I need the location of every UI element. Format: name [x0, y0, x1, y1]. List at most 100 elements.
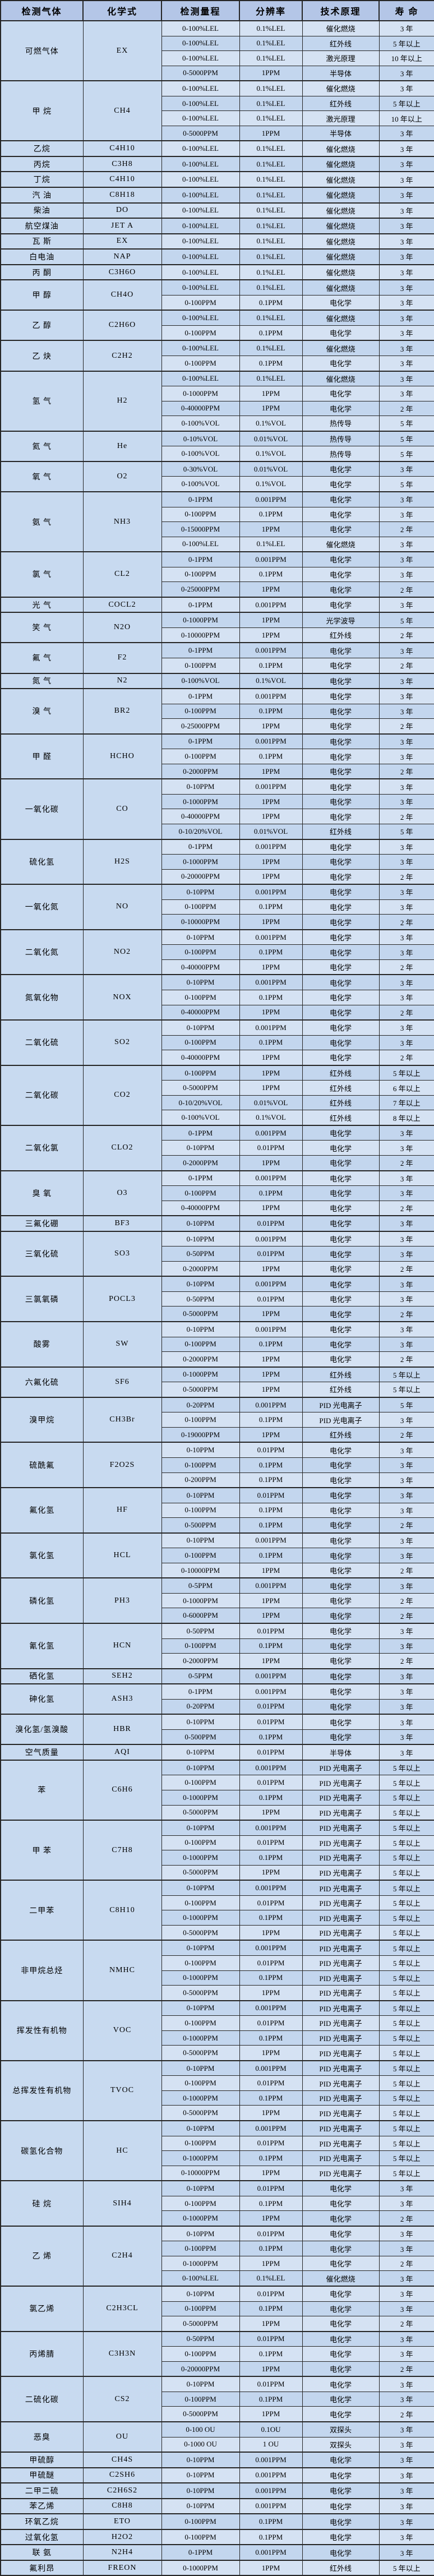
formula-cell: BR2	[82, 688, 162, 735]
range-cell: 0-40000PPM	[161, 959, 240, 975]
principle-cell: 电化学	[302, 914, 380, 930]
col-header-formula: 化学式	[82, 0, 162, 21]
lifespan-cell: 3 年	[378, 793, 434, 810]
resolution-cell: 0.1PPM	[239, 1185, 303, 1201]
table-row: 二硫化碳 CS2 0-10PPM 0.01PPM 电化学 3 年	[0, 2376, 434, 2422]
lifespan-cell: 3 年	[378, 642, 434, 658]
range-cell: 0-10PPM	[161, 884, 240, 900]
gas-name-cell: 酸雾	[0, 1321, 84, 1368]
principle-cell: 电化学	[302, 642, 380, 658]
table-row: 苯乙烯 C8H8 0-10PPM 0.001PPM 电化学 3 年	[0, 2497, 434, 2514]
table-row: 环氧乙烷 ETO 0-100PPM 0.1PPM 电化学 3 年	[0, 2513, 434, 2530]
formula-cell: C6H6	[82, 1759, 162, 1821]
resolution-cell: 0.001PPM	[239, 733, 303, 750]
resolution-cell: 0.1%VOL	[239, 672, 303, 689]
resolution-cell: 0.1%VOL	[239, 416, 303, 432]
resolution-cell: 0.1PPM	[239, 1789, 303, 1806]
range-cell: 0-1PPM	[161, 1683, 240, 1700]
table-row: 0-5000PPM 1PPM PID 光电离子 5 年以上	[1, 1924, 434, 1941]
resolution-cell: 0.1%LEL	[239, 20, 303, 36]
resolution-cell: 0.1PPM	[239, 294, 303, 311]
resolution-cell: 1PPM	[239, 1351, 303, 1368]
resolution-cell: 0.01PPM	[239, 1291, 303, 1307]
range-cell: 0-1000PPM	[161, 1970, 240, 1986]
range-cell: 0-1000PPM	[161, 1366, 240, 1383]
table-row: 联 氨 N2H4 0-1PPM 0.001PPM 电化学 3 年	[0, 2544, 434, 2561]
formula-cell: C2H6O	[82, 310, 162, 341]
table-row: 0-100PPM 0.1PPM 电化学 3 年	[1, 325, 434, 341]
table-row: 白电油 NAP 0-100%LEL 0.1%LEL 催化燃烧 3 年	[0, 248, 434, 265]
principle-cell: 电化学	[302, 1155, 380, 1171]
principle-cell: 电化学	[302, 2406, 380, 2422]
lifespan-cell: 3 年	[378, 1230, 434, 1247]
table-row: 0-100%LEL 0.1%LEL 红外线 5 年以上	[1, 95, 434, 112]
principle-cell: 电化学	[302, 2528, 380, 2545]
principle-cell: 电化学	[302, 1548, 380, 1563]
range-cell: 0-100%LEL	[161, 20, 240, 36]
table-row: 氟化氢 HF 0-10PPM 0.01PPM 电化学 3 年	[0, 1487, 434, 1534]
range-cell: 0-1PPM	[161, 642, 240, 658]
table-row: 0-100%LEL 0.1%LEL 激光原理 10 年以上	[1, 110, 434, 126]
formula-cell: C4H10	[82, 171, 162, 188]
gas-name-cell: 甲 苯	[0, 1820, 84, 1881]
formula-cell: C8H10	[82, 1880, 162, 1941]
principle-cell: 电化学	[302, 749, 380, 764]
lifespan-cell: 2 年	[378, 809, 434, 824]
formula-cell: OU	[82, 2421, 162, 2453]
range-cell: 0-10000PPM	[161, 914, 240, 930]
lifespan-cell: 5 年以上	[378, 2000, 434, 2016]
range-cell: 0-1000PPM	[161, 612, 240, 628]
resolution-cell: 0.1PPM	[239, 944, 303, 960]
formula-cell: HC	[82, 2120, 162, 2181]
resolution-cell: 1PPM	[239, 521, 303, 537]
resolution-cell: 0.1%LEL	[239, 95, 303, 112]
lifespan-cell: 3 年	[378, 2195, 434, 2212]
lifespan-cell: 5 年	[378, 430, 434, 447]
range-cell: 0-10PPM	[161, 2225, 240, 2242]
resolution-cell: 0.1PPM	[239, 1472, 303, 1488]
lifespan-cell: 3 年	[378, 340, 434, 357]
formula-cell: BF3	[82, 1215, 162, 1232]
resolution-cell: 0.001PPM	[239, 688, 303, 704]
lifespan-cell: 3 年	[378, 2452, 434, 2468]
lifespan-cell: 3 年	[378, 264, 434, 280]
table-row: 0-2000PPM 1PPM 电化学 2 年	[1, 1155, 434, 1171]
principle-cell: 红外线	[302, 627, 380, 643]
gas-name-cell: 甲硫醇	[0, 2452, 84, 2468]
principle-cell: PID 光电离子	[302, 2135, 380, 2152]
principle-cell: 红外线	[302, 1427, 380, 1443]
table-row: 0-40000PPM 1PPM 电化学 2 年	[1, 400, 434, 417]
resolution-cell: 0.001PPM	[239, 2060, 303, 2076]
range-cell: 0-1PPM	[161, 2544, 240, 2561]
range-cell: 0-100%LEL	[161, 110, 240, 126]
principle-cell: 电化学	[302, 718, 380, 735]
table-row: 二氧化硫 SO2 0-10PPM 0.001PPM 电化学 3 年	[0, 1019, 434, 1066]
range-cell: 0-40000PPM	[161, 400, 240, 417]
gas-name-cell: 砷化氢	[0, 1683, 84, 1715]
table-row: 三氧化硫 SO3 0-10PPM 0.001PPM 电化学 3 年	[0, 1230, 434, 1277]
formula-cell: VOC	[82, 2000, 162, 2061]
lifespan-cell: 3 年	[378, 1276, 434, 1292]
range-cell: 0-100%LEL	[161, 202, 240, 219]
gas-name-cell: 硅 烷	[0, 2180, 84, 2227]
principle-cell: PID 光电离子	[302, 2015, 380, 2031]
principle-cell: 电化学	[302, 1306, 380, 1322]
range-cell: 0-50PPM	[161, 2330, 240, 2347]
table-row: 0-500PPM 0.1PPM 电化学 2 年	[1, 1517, 434, 1534]
formula-cell: CH4	[82, 80, 162, 141]
lifespan-cell: 3 年	[378, 2497, 434, 2514]
lifespan-cell: 5 年以上	[378, 2090, 434, 2106]
principle-cell: PID 光电离子	[302, 1880, 380, 1896]
lifespan-cell: 2 年	[378, 581, 434, 598]
table-row: 0-100%VOL 0.1%VOL 电化学 5 年	[1, 476, 434, 492]
resolution-cell: 0.01%VOL	[239, 460, 303, 477]
principle-cell: PID 光电离子	[302, 2165, 380, 2181]
lifespan-cell: 3 年	[378, 1124, 434, 1141]
principle-cell: PID 光电离子	[302, 1759, 380, 1776]
lifespan-cell: 3 年	[378, 310, 434, 326]
lifespan-cell: 2 年	[378, 869, 434, 885]
lifespan-cell: 3 年	[378, 233, 434, 250]
principle-cell: PID 光电离子	[302, 2060, 380, 2076]
range-cell: 0-100PPM	[161, 2135, 240, 2152]
resolution-cell: 1PPM	[239, 1924, 303, 1941]
